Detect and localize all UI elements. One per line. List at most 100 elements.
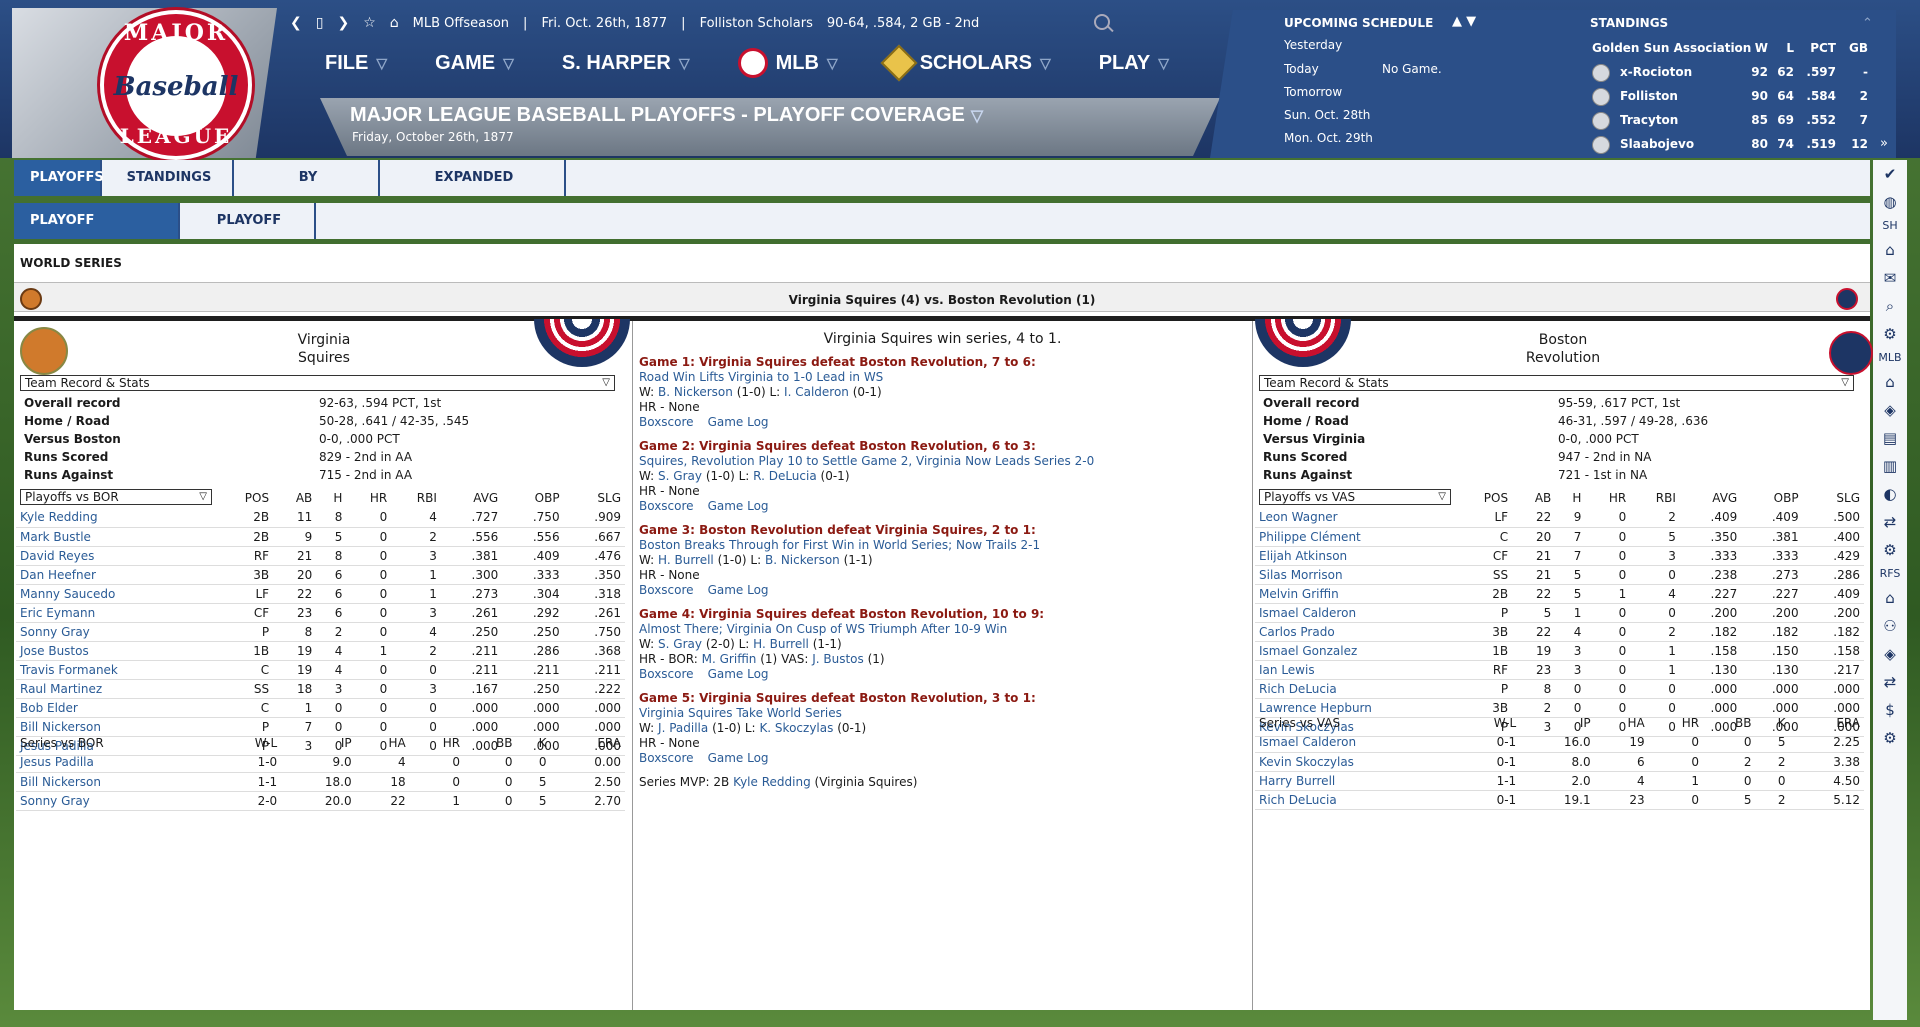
game-log-link[interactable]: Game Log	[707, 415, 769, 429]
boxscore-link[interactable]: Boxscore	[639, 667, 694, 681]
player-name[interactable]: Rich DeLucia	[1255, 679, 1455, 699]
hr-player[interactable]: J. Bustos	[812, 652, 864, 666]
column-header[interactable]: W-L	[1493, 716, 1517, 730]
right-team-nick[interactable]: Revolution	[1525, 350, 1601, 366]
boston-logo-icon[interactable]	[1829, 331, 1873, 375]
column-header[interactable]: H	[333, 491, 343, 505]
location-icon[interactable]: ◈	[1884, 645, 1896, 663]
column-header[interactable]: ERA	[1836, 716, 1860, 730]
column-header[interactable]: AB	[1534, 491, 1552, 505]
tab-standings[interactable]: STANDINGS	[106, 160, 234, 196]
table-row[interactable]: Carlos Prado 3B 22 4 0 2.182.182.182	[1255, 622, 1864, 642]
game-log-link[interactable]: Game Log	[707, 499, 769, 513]
game-log-link[interactable]: Game Log	[707, 583, 769, 597]
boxscore-link[interactable]: Boxscore	[639, 751, 694, 765]
game-story-link[interactable]: Boston Breaks Through for First Win in W…	[639, 538, 1041, 552]
column-header[interactable]: W-L	[254, 736, 278, 750]
table-row[interactable]: Rich DeLucia P 8 0 0 0.000.000.000	[1255, 679, 1864, 699]
losing-pitcher[interactable]: B. Nickerson	[764, 553, 840, 567]
column-header[interactable]: BB	[1735, 716, 1752, 730]
losing-pitcher[interactable]: I. Calderon	[784, 385, 849, 399]
menu-manager[interactable]: S. HARPER ▽	[562, 48, 690, 78]
table-row[interactable]: Elijah Atkinson CF 21 7 0 3.333.333.429	[1255, 546, 1864, 566]
forward-arrow-icon[interactable]: ❯	[337, 15, 350, 31]
virginia-logo-icon[interactable]	[20, 327, 68, 375]
tab-playoff-coverage[interactable]: PLAYOFF COVERAGE	[14, 203, 180, 264]
column-header[interactable]: RBI	[416, 491, 437, 505]
league-logo[interactable]: MAJOR Baseball LEAGUE	[100, 10, 252, 160]
column-header[interactable]: OBP	[534, 491, 560, 505]
globe-icon[interactable]: ◍	[1883, 193, 1897, 211]
player-name[interactable]: Kevin Skoczylas	[1255, 752, 1455, 772]
game-story-link[interactable]: Virginia Squires Take World Series	[639, 706, 842, 720]
losing-pitcher[interactable]: R. DeLucia	[753, 469, 817, 483]
column-header[interactable]: HR	[1681, 716, 1700, 730]
schedule-row-label[interactable]: Mon. Oct. 29th	[1284, 131, 1373, 145]
player-name[interactable]: Sonny Gray	[16, 622, 216, 642]
expand-icon[interactable]: »	[1880, 136, 1888, 151]
table-row[interactable]: David Reyes RF 21 8 0 3.381.409.476	[16, 546, 625, 566]
player-name[interactable]: Kevin Skoczylas	[1255, 717, 1455, 737]
game-log-link[interactable]: Game Log	[707, 667, 769, 681]
player-name[interactable]: Silas Morrison	[1255, 565, 1455, 585]
boxscore-link[interactable]: Boxscore	[639, 415, 694, 429]
player-name[interactable]: Ian Lewis	[1255, 660, 1455, 680]
table-row[interactable]: Raul Martinez SS 18 3 0 3.167.250.222	[16, 679, 625, 699]
standings-row[interactable]: x-Rocioton 92 62 .597 -	[1592, 64, 1882, 82]
table-row[interactable]: Ian Lewis RF 23 3 0 1.130.130.217	[1255, 660, 1864, 680]
menu-mlb[interactable]: MLB ▽	[737, 48, 838, 78]
table-row[interactable]: Sonny Gray P 8 2 0 4.250.250.750	[16, 622, 625, 642]
right-stats-select[interactable]: Team Record & Stats ▽	[1259, 375, 1854, 391]
mvp-player[interactable]: Kyle Redding	[733, 775, 811, 789]
collapse-icon[interactable]: ⌃	[1862, 16, 1873, 31]
gear-icon[interactable]: ⚙	[1883, 325, 1897, 343]
player-name[interactable]: Jose Bustos	[16, 641, 216, 661]
table-row[interactable]: Dan Heefner 3B 20 6 0 1.300.333.350	[16, 565, 625, 585]
column-header[interactable]: OBP	[1773, 491, 1799, 505]
table-row[interactable]: Rich DeLucia 0-1 19.1 23 0 5 2 5.12	[1255, 790, 1864, 810]
news-icon[interactable]: ▤	[1882, 429, 1898, 447]
trade-icon[interactable]: ⇄	[1883, 513, 1897, 531]
player-name[interactable]: Bob Elder	[16, 698, 216, 718]
column-header[interactable]: ERA	[597, 736, 621, 750]
table-row[interactable]: Kyle Redding 2B 11 8 0 4.727.750.909	[16, 508, 625, 528]
winning-pitcher[interactable]: S. Gray	[658, 469, 702, 483]
back-arrow-icon[interactable]: ❮	[290, 15, 302, 31]
chevron-down-icon[interactable]: ▽	[970, 108, 984, 125]
menu-play[interactable]: PLAY ▽	[1099, 48, 1169, 78]
schedule-row-label[interactable]: Tomorrow	[1284, 85, 1343, 99]
table-row[interactable]: Leon Wagner LF 22 9 0 2.409.409.500	[1255, 508, 1864, 528]
table-row[interactable]: Jesus Padilla P 3 0 0 0.000.000.000	[16, 736, 625, 756]
schedule-row-label[interactable]: Today	[1284, 62, 1319, 76]
player-name[interactable]: Leon Wagner	[1255, 508, 1455, 528]
losing-pitcher[interactable]: H. Burrell	[753, 637, 809, 651]
baseball-icon[interactable]: ◐	[1883, 485, 1897, 503]
player-name[interactable]: Rich DeLucia	[1255, 790, 1455, 810]
menu-file[interactable]: FILE ▽	[325, 48, 387, 78]
player-name[interactable]: Kyle Redding	[16, 508, 216, 528]
table-row[interactable]: Bob Elder C 1 0 0 0.000.000.000	[16, 698, 625, 718]
player-name[interactable]: Harry Burrell	[1255, 771, 1455, 791]
page-title[interactable]: MAJOR LEAGUE BASEBALL PLAYOFFS - PLAYOFF…	[350, 104, 983, 127]
column-header[interactable]: SLG	[597, 491, 621, 505]
column-header[interactable]: RBI	[1655, 491, 1676, 505]
table-row[interactable]: Mark Bustle 2B 9 5 0 2.556.556.667	[16, 527, 625, 547]
column-header[interactable]: HA	[388, 736, 406, 750]
column-header[interactable]: IP	[1579, 716, 1591, 730]
right-team-city[interactable]: Boston	[1538, 332, 1588, 348]
table-row[interactable]: Lawrence Hepburn 3B 2 0 0 0.000.000.000	[1255, 698, 1864, 718]
winning-pitcher[interactable]: B. Nickerson	[658, 385, 733, 399]
column-header[interactable]: SLG	[1836, 491, 1860, 505]
column-header[interactable]: K	[538, 736, 547, 750]
column-header[interactable]: HR	[369, 491, 388, 505]
player-name[interactable]: Bill Nickerson	[16, 772, 216, 792]
standings-row[interactable]: Folliston 90 64 .584 2	[1592, 88, 1882, 106]
game-story-link[interactable]: Almost There; Virginia On Cusp of WS Tri…	[639, 622, 1008, 636]
game-story-link[interactable]: Road Win Lifts Virginia to 1-0 Lead in W…	[639, 370, 884, 384]
table-row[interactable]: Ismael Calderon 0-1 16.0 19 0 0 5 2.25	[1255, 733, 1864, 753]
gear-icon[interactable]: ⚙	[1883, 729, 1897, 747]
table-row[interactable]: Manny Saucedo LF 22 6 0 1.273.304.318	[16, 584, 625, 604]
table-row[interactable]: Ismael Calderon P 5 1 0 0.200.200.200	[1255, 603, 1864, 623]
column-header[interactable]: HR	[1608, 491, 1627, 505]
column-header[interactable]: AVG	[473, 491, 499, 505]
